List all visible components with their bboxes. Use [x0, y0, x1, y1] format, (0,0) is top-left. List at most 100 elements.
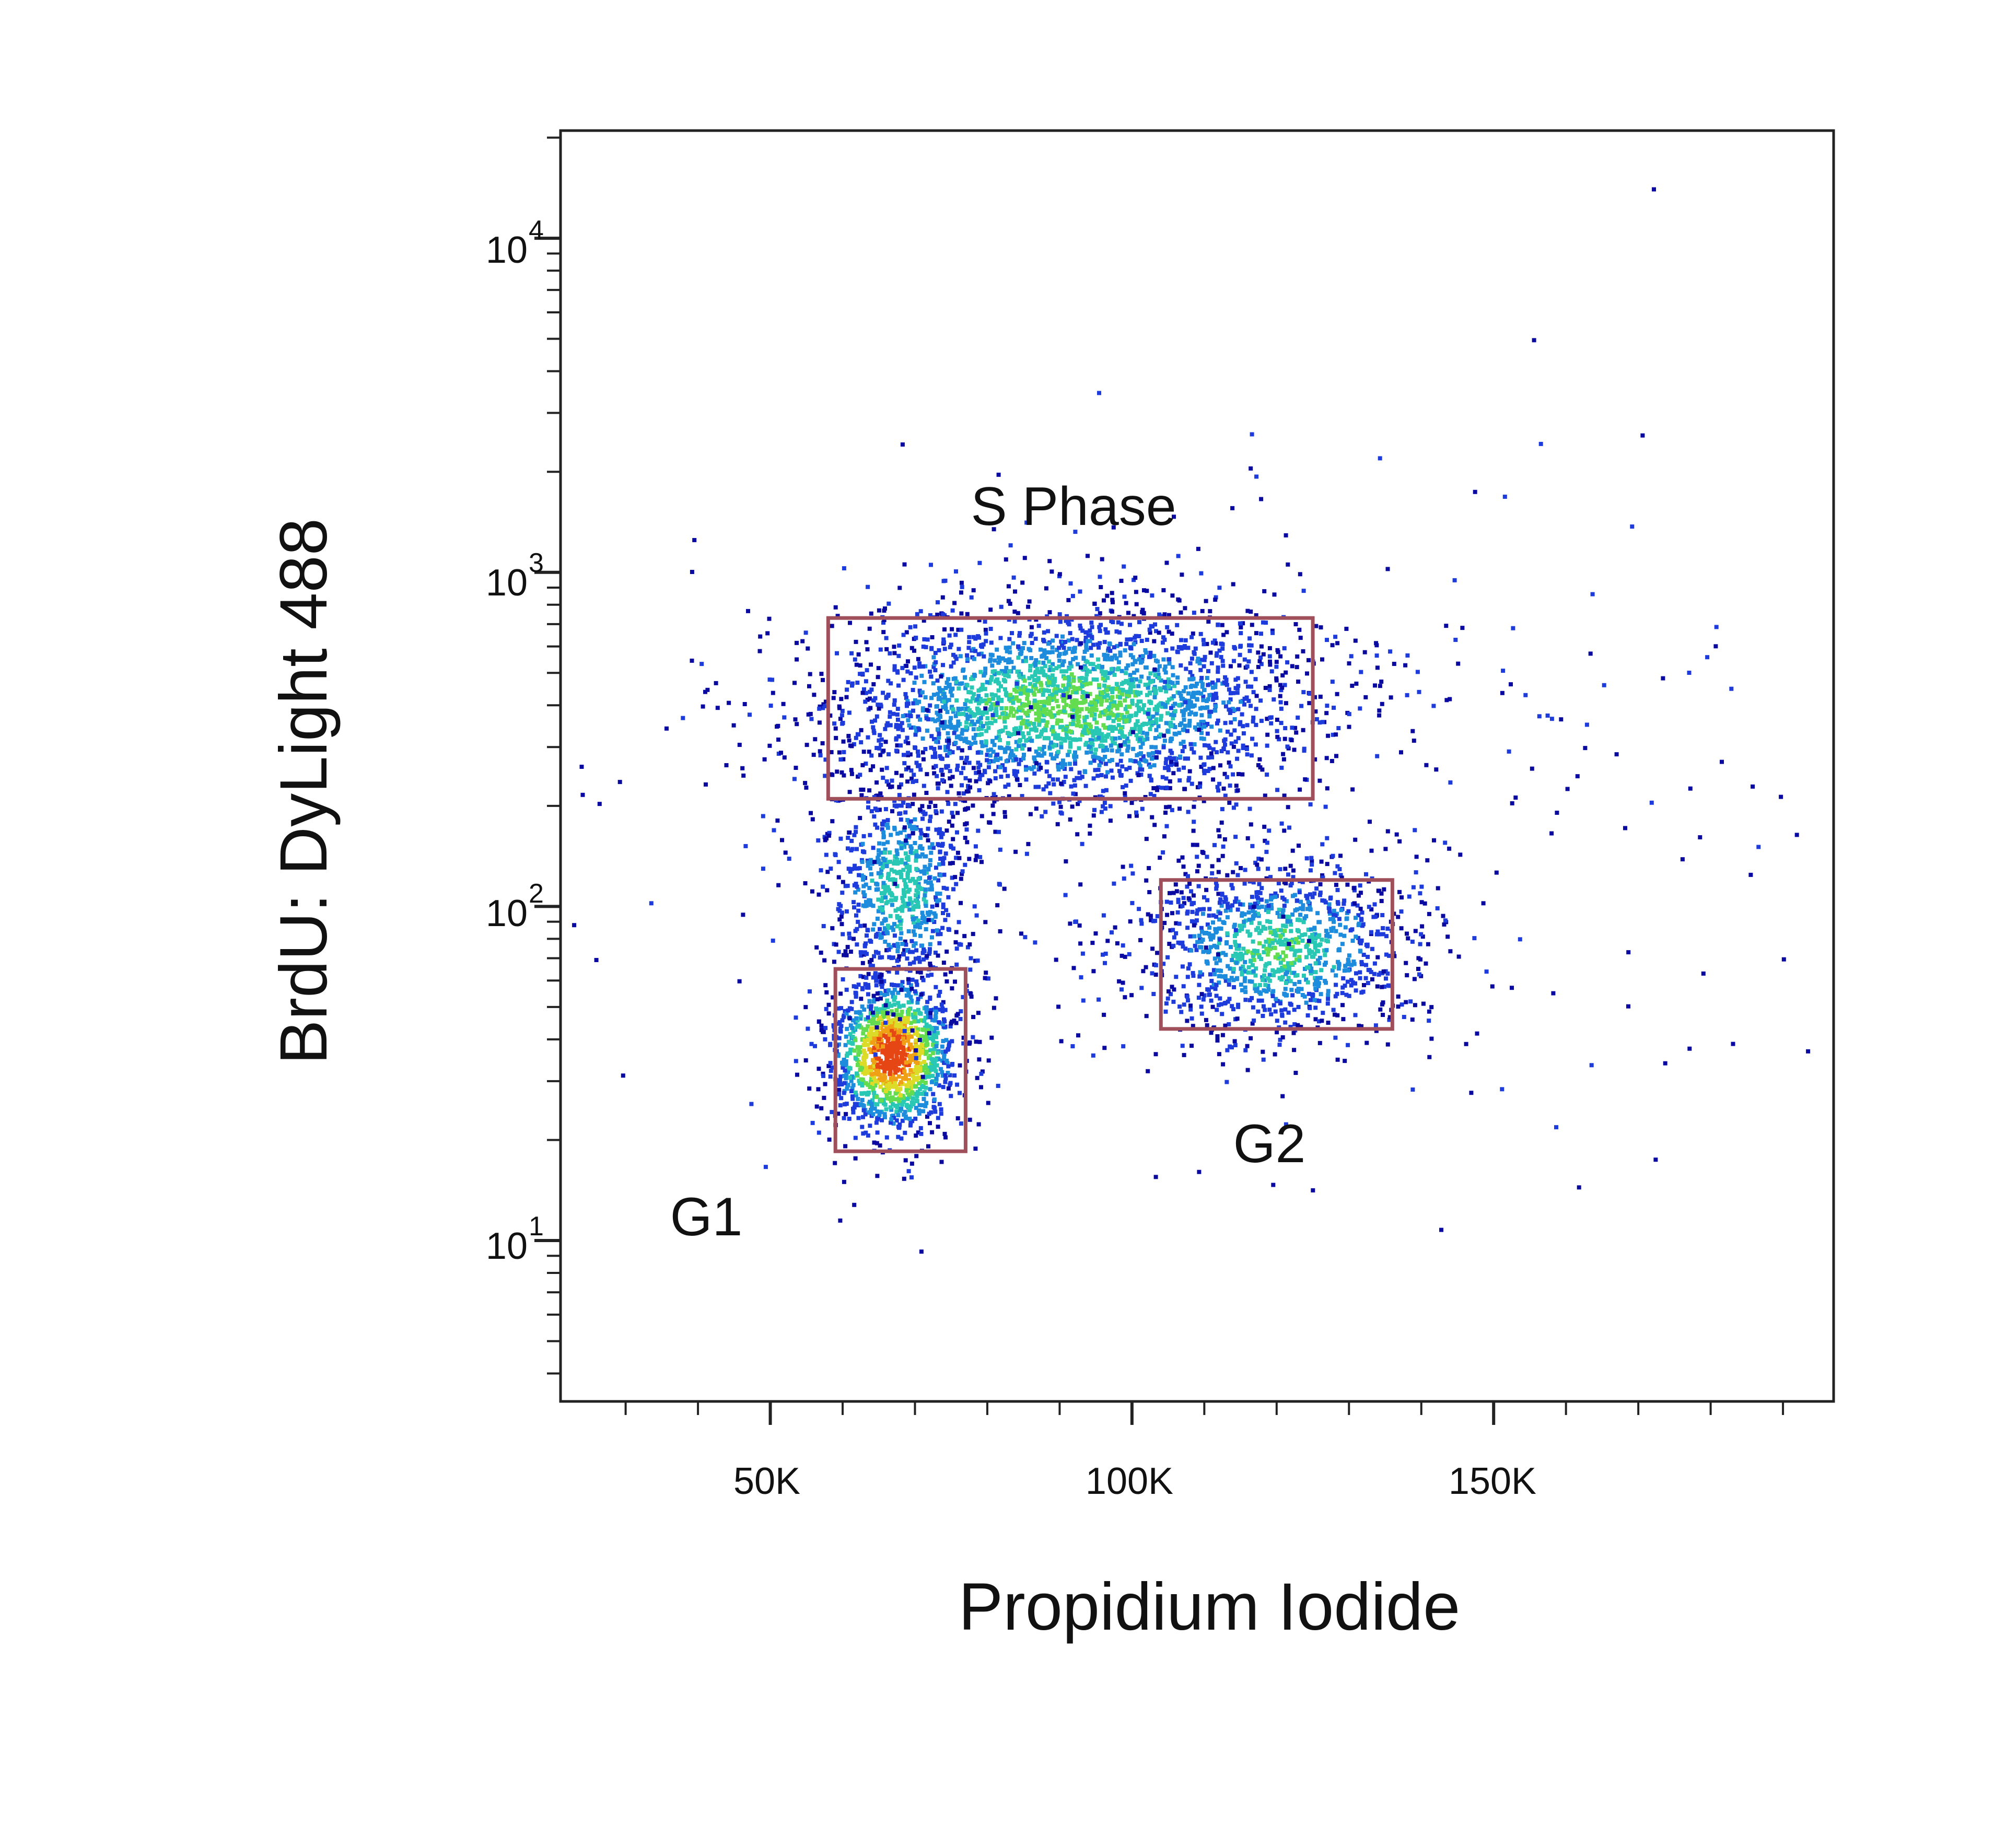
scatter-point: [1180, 645, 1184, 650]
scatter-point: [1107, 641, 1112, 646]
scatter-point: [960, 872, 964, 876]
scatter-point: [1115, 704, 1119, 708]
scatter-point: [882, 1115, 887, 1119]
scatter-point: [1064, 703, 1069, 707]
scatter-point: [905, 949, 909, 953]
scatter-point: [918, 1066, 923, 1071]
scatter-point: [1179, 721, 1184, 726]
scatter-point: [1039, 681, 1043, 685]
scatter-point: [787, 857, 791, 861]
scatter-point: [1410, 1087, 1415, 1092]
scatter-point: [934, 764, 938, 768]
scatter-point: [873, 806, 878, 811]
scatter-point: [1320, 720, 1325, 724]
scatter-point: [897, 916, 902, 920]
scatter-point: [889, 898, 894, 903]
scatter-point: [1024, 659, 1029, 663]
scatter-point: [914, 675, 918, 680]
scatter-point: [1094, 726, 1099, 731]
scatter-point: [990, 653, 995, 658]
scatter-point: [1112, 700, 1117, 705]
scatter-point: [835, 614, 840, 618]
scatter-point: [924, 716, 929, 721]
scatter-point: [913, 624, 917, 629]
scatter-point: [1131, 746, 1136, 751]
scatter-point: [1196, 657, 1200, 661]
scatter-point: [1202, 724, 1207, 729]
scatter-point: [918, 836, 923, 840]
scatter-point: [1115, 667, 1120, 672]
scatter-point: [1206, 743, 1211, 748]
scatter-point: [884, 1135, 889, 1140]
scatter-point: [924, 1049, 929, 1054]
scatter-point: [932, 876, 937, 881]
scatter-point: [1048, 694, 1052, 698]
scatter-point: [871, 1063, 876, 1068]
scatter-point: [1036, 676, 1041, 681]
scatter-point: [809, 1042, 814, 1046]
scatter-point: [936, 712, 941, 717]
scatter-point: [920, 1038, 925, 1043]
scatter-point: [1170, 696, 1174, 701]
scatter-point: [937, 831, 941, 835]
scatter-point: [866, 972, 871, 976]
scatter-point: [966, 783, 970, 788]
scatter-point: [958, 1091, 962, 1095]
scatter-point: [1192, 703, 1197, 708]
scatter-point: [931, 1105, 936, 1109]
scatter-point: [887, 752, 891, 757]
scatter-point: [1216, 718, 1220, 723]
scatter-point: [1353, 981, 1358, 986]
scatter-point: [941, 699, 946, 704]
scatter-point: [926, 1012, 930, 1016]
scatter-point: [909, 939, 914, 943]
scatter-point: [1037, 746, 1042, 751]
scatter-point: [1021, 756, 1026, 761]
scatter-point: [1157, 630, 1161, 635]
scatter-point: [1242, 657, 1247, 662]
scatter-point: [940, 1044, 944, 1049]
scatter-point: [899, 921, 903, 926]
scatter-point: [879, 743, 883, 747]
scatter-point: [1211, 697, 1216, 702]
scatter-point: [1117, 735, 1122, 740]
scatter-point: [858, 672, 862, 676]
scatter-point: [938, 849, 942, 854]
scatter-point: [888, 1032, 892, 1037]
scatter-point: [975, 750, 980, 755]
scatter-point: [1110, 598, 1115, 602]
scatter-point: [904, 630, 909, 635]
scatter-point: [927, 951, 931, 956]
scatter-point: [943, 972, 948, 977]
scatter-point: [900, 942, 905, 946]
scatter-point: [990, 669, 995, 674]
scatter-point: [1202, 993, 1207, 998]
scatter-point: [887, 1081, 892, 1086]
scatter-point: [916, 1069, 920, 1073]
scatter-point: [882, 819, 887, 824]
scatter-point: [996, 688, 1001, 693]
scatter-point: [865, 985, 869, 990]
scatter-point: [822, 1095, 826, 1100]
scatter-point: [999, 684, 1003, 688]
scatter-point: [1014, 695, 1019, 700]
scatter-point: [1093, 768, 1098, 773]
scatter-point: [909, 1026, 914, 1031]
scatter-point: [839, 910, 844, 915]
scatter-point: [915, 1000, 920, 1005]
scatter-point: [1128, 778, 1133, 783]
scatter-point: [731, 723, 736, 728]
scatter-point: [1123, 698, 1127, 703]
scatter-point: [1029, 631, 1034, 636]
scatter-point: [1044, 723, 1048, 728]
scatter-point: [1024, 739, 1029, 743]
scatter-point: [948, 769, 952, 774]
scatter-point: [912, 1077, 916, 1082]
scatter-point: [821, 1071, 825, 1076]
scatter-point: [878, 733, 882, 738]
scatter-point: [1150, 720, 1155, 724]
scatter-point: [903, 1109, 907, 1114]
scatter-point: [1007, 657, 1012, 662]
scatter-point: [1301, 589, 1306, 593]
scatter-point: [955, 850, 960, 855]
